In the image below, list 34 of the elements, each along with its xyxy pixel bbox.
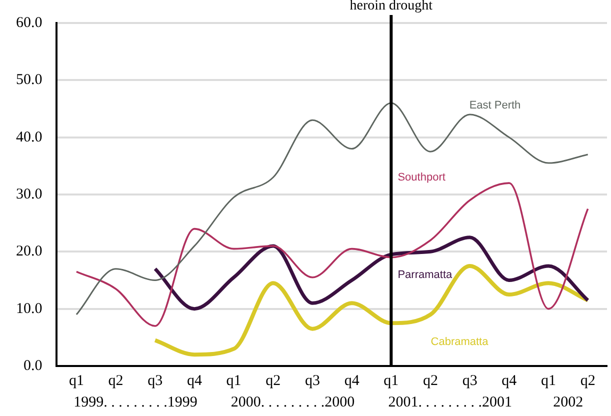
y-tick-label: 10.0: [16, 300, 42, 317]
x-tick-label: q1: [541, 372, 556, 389]
x-tick-label: q4: [186, 372, 202, 389]
x-tick-label: q2: [266, 372, 281, 389]
y-tick-label: 30.0: [16, 186, 42, 202]
series-label: Cabramatta: [430, 336, 490, 348]
line-series: [76, 182, 589, 327]
y-tick-label: 40.0: [16, 129, 42, 146]
x-tick-label: q3: [304, 372, 320, 389]
text: 2000. . . . . . . . .2000: [230, 394, 355, 410]
y-tick-label: 20.0: [16, 244, 42, 260]
ref-line-label: heroin drought: [350, 0, 433, 14]
y-tick-label: 50.0: [16, 72, 42, 88]
x-tick-label: q1: [68, 372, 84, 389]
x-tick-label: q4: [502, 372, 518, 389]
x-tick-label: q1: [226, 372, 242, 389]
line-series: [153, 236, 590, 311]
line-series: [76, 102, 589, 316]
x-tick-label: q4: [344, 372, 360, 389]
x-tick-label: q2: [108, 372, 124, 389]
text: 2002: [553, 394, 584, 410]
x-tick-label: q3: [148, 372, 163, 389]
y-tick-label: 0.0: [24, 358, 42, 374]
text: 1999. . . . . . . . .1999: [74, 394, 198, 410]
x-tick-label: q3: [462, 372, 478, 389]
text: 2001. . . . . . . . .2001: [388, 394, 512, 410]
x-tick-label: q1: [384, 372, 399, 389]
line-series: [153, 264, 590, 357]
x-tick-label: q2: [422, 372, 438, 389]
x-tick-label: q2: [580, 372, 596, 389]
text: Southport: [398, 171, 446, 184]
series-label: Parramatta: [398, 269, 454, 282]
series-label: East Perth: [469, 99, 521, 112]
y-tick-label: 60.0: [16, 14, 42, 31]
